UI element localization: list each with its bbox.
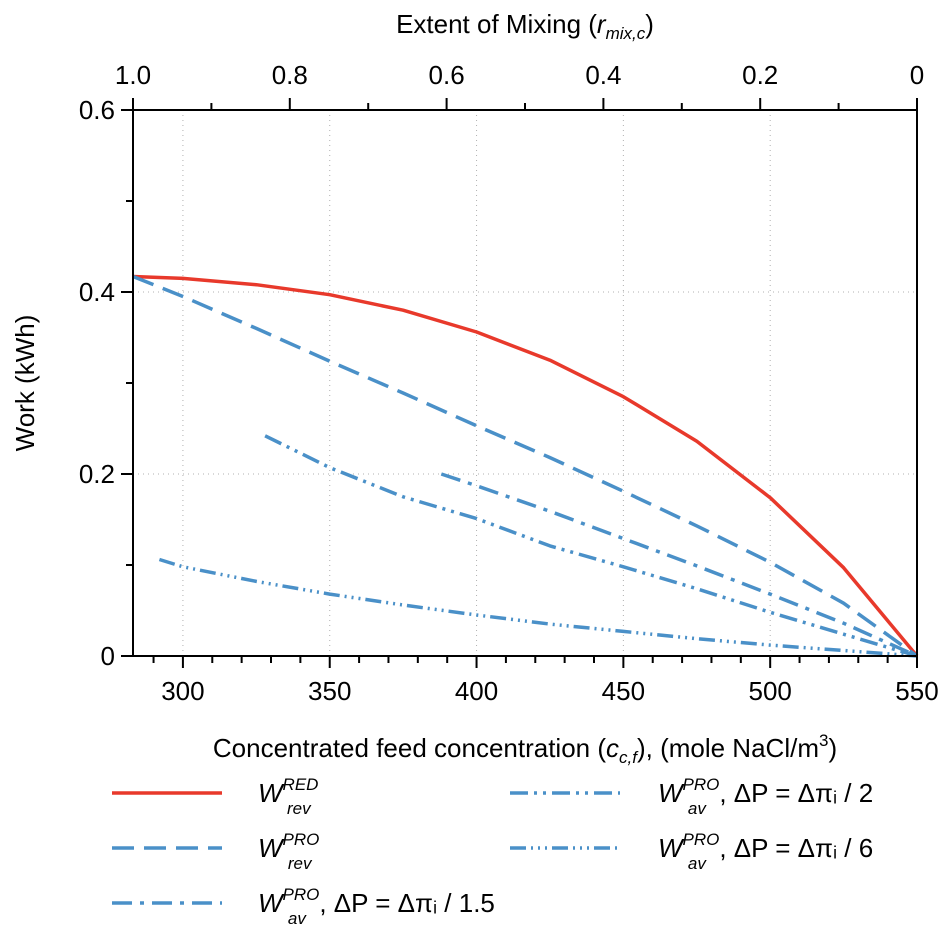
legend: WRED rev WPRO rev WPRO av, ΔP = Δπᵢ / 1.5 WPRO… [112, 775, 873, 928]
grid-lines [133, 110, 917, 656]
legend-label-wav_2: WPRO av, ΔP = Δπᵢ / 2 [658, 775, 873, 818]
legend-label-wav_6: WPRO av, ΔP = Δπᵢ / 6 [658, 830, 873, 873]
y-tick-label: 0.4 [79, 277, 115, 307]
series-layer [132, 274, 919, 658]
top-tick-label: 0.8 [272, 60, 308, 90]
legend-label-wav_15: WPRO av, ΔP = Δπᵢ / 1.5 [258, 885, 495, 928]
series-line-wrev_pro [132, 274, 919, 658]
y-axis-title: Work (kWh) [10, 315, 40, 452]
top-axis-title: Extent of Mixing (rmix,c) [396, 9, 654, 43]
y-tick-label: 0 [101, 641, 115, 671]
x-tick-label: 300 [161, 676, 204, 706]
top-tick-label: 0.6 [429, 60, 465, 90]
x-tick-label: 450 [602, 676, 645, 706]
series-line-wrev_red [132, 274, 919, 658]
axis-ticks: 300 350 400 450 500 550 1.0 0.8 0.6 0.4 0.2 0 0 0.2 0.… [79, 60, 939, 706]
top-tick-label: 0.4 [585, 60, 621, 90]
top-tick-label: 0 [910, 60, 924, 90]
top-tick-label: 0.2 [742, 60, 778, 90]
series-line-wav_15 [440, 472, 918, 658]
x-tick-label: 500 [748, 676, 791, 706]
y-tick-label: 0.2 [79, 459, 115, 489]
x-tick-label: 550 [895, 676, 938, 706]
legend-label-wrev_pro: WPRO rev [258, 830, 319, 873]
top-tick-label: 1.0 [115, 60, 151, 90]
series-line-wav_6 [158, 557, 918, 658]
y-tick-label: 0.6 [79, 95, 115, 125]
x-tick-label: 350 [308, 676, 351, 706]
x-tick-label: 400 [455, 676, 498, 706]
x-axis-title: Concentrated feed concentration (cc,f), … [213, 731, 837, 767]
legend-label-wrev_red: WRED rev [258, 775, 318, 818]
series-line-wav_2 [264, 434, 918, 658]
plot-frame [132, 109, 918, 657]
